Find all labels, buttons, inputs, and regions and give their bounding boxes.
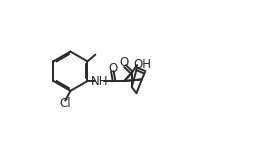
Text: NH: NH [91, 75, 109, 88]
Text: O: O [108, 62, 117, 75]
Text: OH: OH [133, 58, 151, 71]
Text: Cl: Cl [59, 97, 71, 110]
Text: O: O [120, 56, 129, 69]
